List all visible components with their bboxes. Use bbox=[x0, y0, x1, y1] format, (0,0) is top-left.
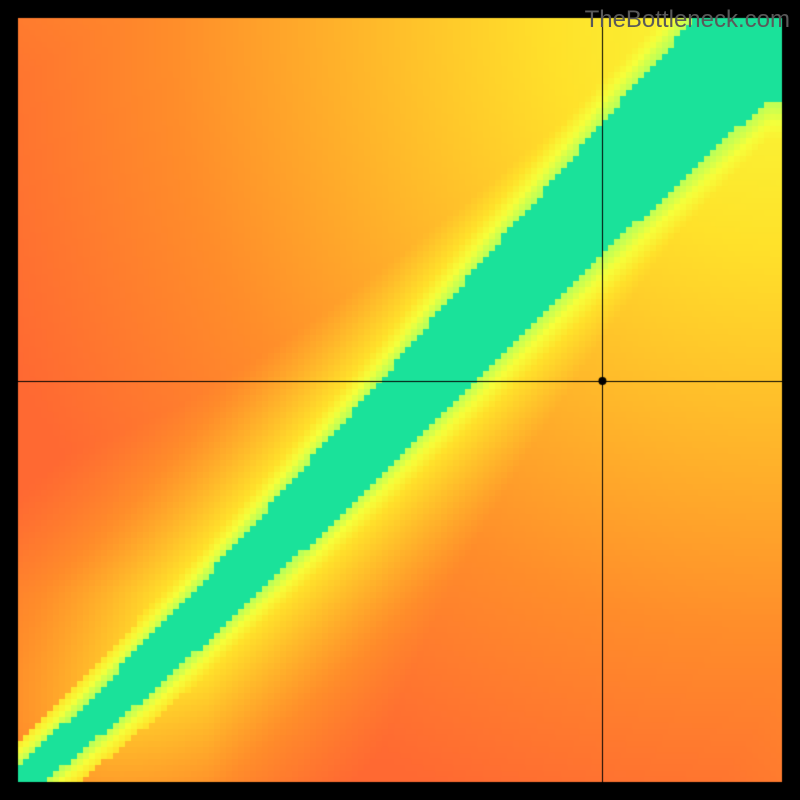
bottleneck-heatmap bbox=[0, 0, 800, 800]
watermark-text: TheBottleneck.com bbox=[585, 6, 790, 34]
figure-container: TheBottleneck.com bbox=[0, 0, 800, 800]
